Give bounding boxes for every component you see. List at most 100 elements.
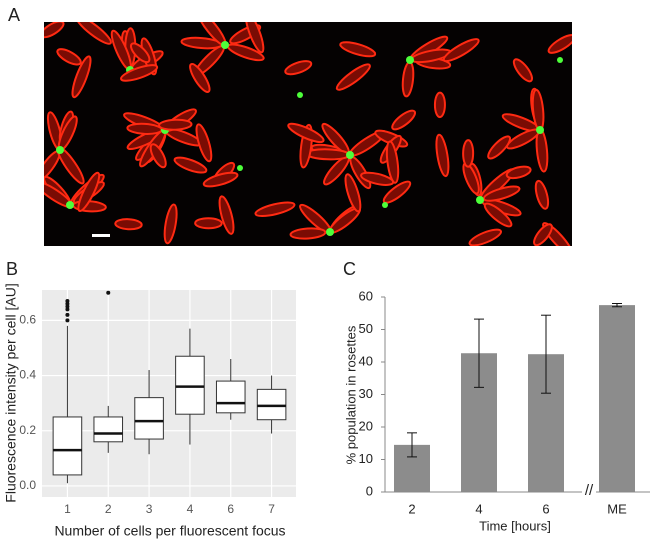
cell bbox=[284, 60, 313, 76]
cell bbox=[254, 201, 296, 217]
focus bbox=[221, 41, 229, 49]
y-tick-label: 0.0 bbox=[19, 478, 36, 492]
focus bbox=[382, 202, 388, 208]
y-tick-label: 40 bbox=[359, 353, 373, 368]
bar bbox=[599, 305, 635, 492]
cell bbox=[289, 227, 327, 240]
y-tick-label: 0 bbox=[366, 483, 373, 498]
cell bbox=[244, 22, 265, 54]
cell bbox=[547, 34, 572, 54]
cell bbox=[382, 180, 412, 204]
focus bbox=[476, 196, 484, 204]
cell bbox=[468, 228, 502, 246]
cell bbox=[442, 38, 480, 63]
y-axis-title: % population in rosettes bbox=[343, 325, 358, 464]
x-tick-label: 7 bbox=[268, 502, 275, 516]
outlier bbox=[65, 318, 70, 323]
box bbox=[256, 388, 287, 421]
box bbox=[93, 416, 124, 443]
cell bbox=[163, 203, 178, 245]
y-tick-label: 60 bbox=[359, 288, 373, 303]
cell bbox=[391, 109, 417, 131]
panel-label: B bbox=[6, 259, 18, 279]
outlier bbox=[65, 301, 70, 306]
cell bbox=[202, 171, 239, 188]
cell bbox=[305, 148, 351, 161]
outlier bbox=[65, 299, 70, 304]
cell bbox=[339, 41, 377, 58]
y-tick-label: 30 bbox=[359, 386, 373, 401]
cell bbox=[435, 133, 450, 178]
cell bbox=[75, 22, 112, 45]
focus bbox=[297, 92, 303, 98]
y-tick-label: 0.2 bbox=[19, 423, 36, 437]
y-tick-label: 20 bbox=[359, 418, 373, 433]
panel-label: C bbox=[343, 259, 356, 279]
outlier bbox=[106, 290, 111, 295]
x-tick-label: 6 bbox=[227, 502, 234, 516]
cell bbox=[149, 143, 167, 169]
cell bbox=[533, 223, 553, 246]
cell bbox=[344, 173, 362, 213]
focus bbox=[536, 126, 544, 134]
cell bbox=[56, 48, 82, 66]
x-tick-label: 1 bbox=[64, 502, 71, 516]
cells bbox=[44, 22, 572, 246]
cell bbox=[129, 42, 151, 64]
y-tick-label: 10 bbox=[359, 451, 373, 466]
cell bbox=[483, 202, 513, 228]
cell bbox=[218, 195, 235, 235]
scale-bar bbox=[92, 234, 110, 237]
cell bbox=[287, 122, 325, 144]
focus bbox=[346, 151, 354, 159]
cell bbox=[189, 62, 211, 93]
focus bbox=[66, 201, 74, 209]
cell bbox=[487, 135, 512, 160]
cell bbox=[360, 171, 395, 186]
outlier bbox=[65, 304, 70, 309]
cell bbox=[120, 64, 159, 82]
y-tick-label: 0.4 bbox=[19, 368, 36, 382]
box bbox=[175, 355, 205, 415]
box bbox=[215, 380, 246, 414]
cell bbox=[433, 91, 446, 119]
y-tick-label: 0.6 bbox=[19, 313, 36, 327]
x-tick-label: 6 bbox=[542, 501, 549, 516]
focus bbox=[557, 57, 563, 63]
x-tick-label: ME bbox=[607, 501, 627, 516]
cell bbox=[173, 156, 208, 174]
x-tick-label: 2 bbox=[105, 502, 112, 516]
cell bbox=[512, 58, 534, 83]
x-axis-title: Number of cells per fluorescent focus bbox=[54, 523, 285, 539]
focus bbox=[406, 56, 414, 64]
cell bbox=[158, 118, 193, 131]
outlier bbox=[65, 307, 70, 312]
focus bbox=[237, 165, 243, 171]
y-axis-title: Fluorescence intensity per cell [AU] bbox=[3, 283, 19, 502]
x-axis-title: Time [hours] bbox=[479, 518, 551, 533]
outlier bbox=[65, 312, 70, 317]
axis-break: // bbox=[585, 482, 594, 499]
cell bbox=[482, 185, 521, 202]
focus bbox=[326, 228, 334, 236]
cell bbox=[335, 63, 371, 91]
y-tick-label: 50 bbox=[359, 321, 373, 336]
x-tick-label: 4 bbox=[187, 502, 194, 516]
focus bbox=[56, 146, 64, 154]
cell bbox=[44, 22, 65, 39]
cell bbox=[77, 171, 101, 212]
x-tick-label: 3 bbox=[146, 502, 153, 516]
cell bbox=[385, 140, 400, 184]
x-tick-label: 2 bbox=[408, 501, 415, 516]
cell bbox=[195, 123, 213, 163]
box bbox=[52, 416, 83, 476]
cell bbox=[194, 217, 223, 230]
cell bbox=[462, 139, 475, 168]
cell bbox=[71, 55, 92, 99]
cell bbox=[505, 165, 532, 180]
box bbox=[134, 397, 164, 440]
x-tick-label: 4 bbox=[475, 501, 482, 516]
panel-label: A bbox=[8, 5, 20, 25]
cell bbox=[114, 218, 143, 231]
